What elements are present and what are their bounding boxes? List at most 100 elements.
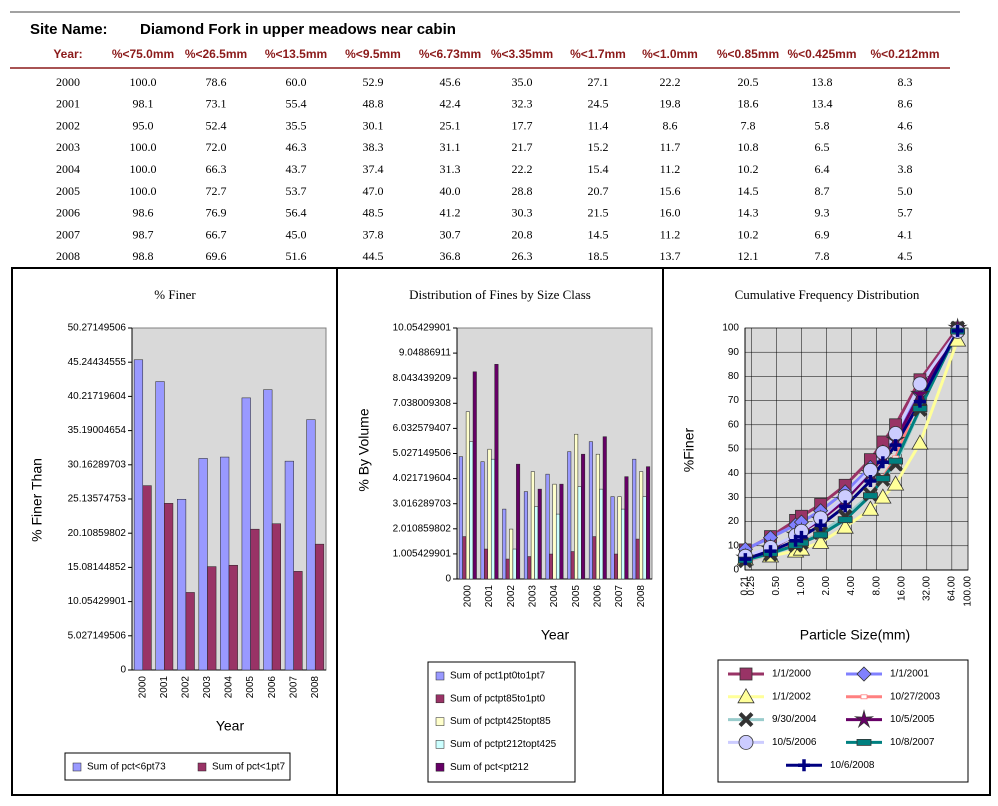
table-cell: 11.2 — [660, 227, 681, 241]
column-header: %<6.73mm — [419, 47, 481, 61]
point — [811, 533, 830, 549]
x-axis-label: Year — [216, 718, 245, 734]
bar — [480, 461, 485, 580]
table-cell: 52.4 — [206, 118, 227, 132]
legend-label: 9/30/2004 — [772, 714, 817, 725]
point — [837, 516, 853, 524]
legend-swatch — [72, 762, 82, 772]
table-cell: 2001 — [56, 97, 80, 111]
bar — [614, 553, 619, 580]
x-tick-label: 0.21 — [740, 576, 751, 596]
bar — [516, 463, 521, 580]
legend-label: Sum of pctpt85to1pt0 — [450, 693, 546, 704]
bar — [494, 364, 499, 580]
legend-label: 10/8/2007 — [890, 737, 935, 748]
bar — [487, 448, 492, 580]
x-axis-label: Year — [541, 627, 570, 643]
table-cell: 15.2 — [588, 140, 609, 154]
y-tick-label: 1.005429901 — [393, 549, 452, 560]
table-cell: 76.9 — [206, 206, 227, 220]
x-tick-label: 2001 — [484, 585, 495, 608]
x-tick-label: 4.00 — [846, 576, 857, 596]
table-cell: 6.9 — [815, 227, 830, 241]
y-tick-label: 5.027149506 — [393, 448, 452, 459]
y-tick-label: 8.043439209 — [393, 373, 452, 384]
bar — [250, 528, 260, 671]
y-tick-label: 35.19004654 — [68, 425, 127, 436]
x-tick-label: 2001 — [159, 676, 170, 699]
bar — [484, 548, 489, 580]
table-cell: 2003 — [56, 140, 80, 154]
bar — [646, 466, 651, 580]
table-cell: 41.2 — [440, 206, 461, 220]
legend-marker — [798, 759, 810, 772]
bar — [530, 471, 535, 580]
table-cell: 30.7 — [440, 227, 461, 241]
table-cell: 6.5 — [815, 140, 830, 154]
x-tick-label: 2.00 — [821, 576, 832, 596]
table-cell: 2002 — [56, 118, 80, 132]
bar — [549, 553, 554, 580]
table-cell: 20.8 — [512, 227, 533, 241]
table-cell: 98.7 — [133, 227, 154, 241]
bar — [505, 558, 510, 580]
bar — [293, 571, 303, 671]
table-cell: 100.0 — [130, 162, 157, 176]
bar — [469, 441, 474, 580]
table-cell: 4.6 — [898, 118, 913, 132]
x-tick-label: 1.00 — [796, 576, 807, 596]
legend-label: Sum of pctpt212topt425 — [450, 739, 557, 750]
bar — [284, 460, 294, 671]
y-tick-label: 70 — [728, 395, 740, 406]
x-tick-label: 2000 — [462, 585, 473, 608]
y-tick-label: 30.16289703 — [68, 459, 127, 470]
table-cell: 45.0 — [286, 227, 307, 241]
y-tick-label: 100 — [722, 323, 739, 334]
table-cell: 73.1 — [206, 97, 227, 111]
bar — [306, 419, 316, 671]
point — [813, 531, 829, 539]
y-tick-label: 40.21719604 — [68, 391, 127, 402]
bar — [595, 453, 600, 580]
table-cell: 14.3 — [738, 206, 759, 220]
table-cell: 60.0 — [286, 75, 307, 89]
table-cell: 20.5 — [738, 75, 759, 89]
table-cell: 15.4 — [588, 162, 609, 176]
bar — [574, 433, 579, 580]
table-cell: 36.8 — [440, 249, 461, 263]
y-tick-label: 40 — [728, 468, 740, 479]
point — [876, 456, 889, 469]
bar — [458, 456, 463, 580]
legend-label: 1/1/2002 — [772, 691, 811, 702]
table-cell: 27.1 — [588, 75, 609, 89]
legend — [427, 661, 576, 783]
column-header: Year: — [53, 47, 82, 61]
site-name: Diamond Fork in upper meadows near cabin — [140, 21, 456, 38]
y-tick-label: 20.10859802 — [68, 528, 127, 539]
table-cell: 2000 — [56, 75, 80, 89]
x-tick-label: 16.00 — [896, 576, 907, 601]
bar — [462, 536, 467, 580]
table-cell: 10.2 — [738, 227, 759, 241]
point — [889, 439, 902, 452]
table-cell: 2007 — [56, 227, 80, 241]
point — [839, 500, 852, 513]
bar — [228, 564, 238, 671]
legend-marker — [856, 739, 872, 746]
table-cell: 18.6 — [738, 97, 759, 111]
x-tick-label: 2000 — [137, 676, 148, 699]
point — [814, 519, 827, 532]
y-tick-label: 10 — [728, 540, 740, 551]
table-cell: 22.2 — [660, 75, 681, 89]
legend-label: 1/1/2001 — [890, 669, 929, 680]
table-cell: 13.7 — [660, 249, 681, 263]
table-cell: 17.7 — [512, 118, 533, 132]
legend-marker — [738, 712, 754, 728]
x-tick-label: 2007 — [288, 676, 299, 699]
legend-label: Sum of pct<6pt73 — [87, 762, 166, 773]
bar — [271, 523, 281, 671]
legend-marker — [860, 694, 868, 700]
y-tick-label: 30 — [728, 492, 740, 503]
table-cell: 51.6 — [286, 249, 307, 263]
y-axis-label: %Finer — [681, 427, 697, 472]
